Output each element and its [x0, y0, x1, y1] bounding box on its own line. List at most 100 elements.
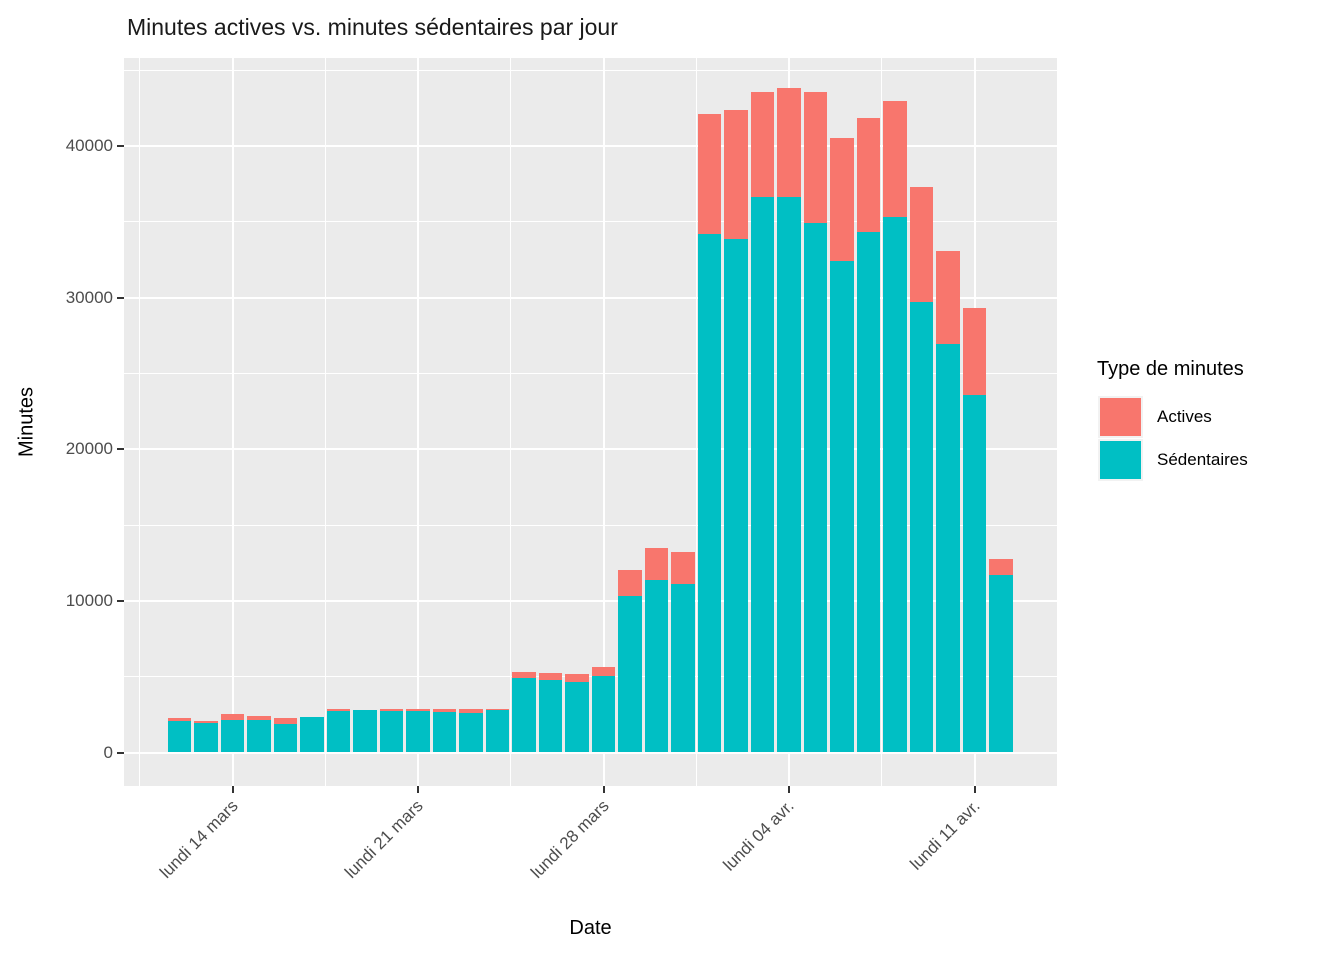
bar-actives-23-mars [459, 708, 483, 714]
bar-sedentaires-14-mars [220, 719, 245, 753]
bar-sedentaires-02-avr [724, 238, 748, 753]
x-major-gridline [602, 58, 605, 786]
bar-sedentaires-11-avr [962, 394, 987, 753]
bar-sedentaires-30-mars [644, 579, 669, 753]
bar-actives-20-mars [379, 709, 404, 711]
bar-sedentaires-27-mars [565, 682, 589, 753]
x-axis-title: Date [569, 917, 612, 939]
actives-color-swatch [1100, 398, 1141, 436]
y-major-gridline [124, 751, 1057, 754]
bar-sedentaires-03-avr [750, 196, 775, 753]
y-tick-label: 30000 [65, 287, 113, 307]
chart-title: Minutes actives vs. minutes sédentaires … [127, 14, 618, 40]
bar-sedentaires-24-mars [485, 710, 510, 753]
x-tick-label: lundi 28 mars [526, 796, 613, 882]
y-major-gridline [124, 145, 1057, 148]
bar-sedentaires-15-mars [247, 719, 271, 753]
bar-actives-11-avr [962, 307, 987, 395]
bar-actives-22-mars [432, 709, 457, 713]
y-axis-title: Minutes [15, 386, 38, 458]
bar-sedentaires-13-mars [194, 722, 218, 753]
x-tick-mark [788, 786, 790, 793]
bar-sedentaires-26-mars [538, 679, 563, 753]
x-tick-label: lundi 04 avr. [719, 796, 798, 875]
bar-actives-13-mars [194, 721, 218, 723]
bar-actives-12-avr [989, 559, 1013, 576]
bar-actives-16-mars [273, 718, 298, 725]
y-tick-mark [117, 448, 124, 451]
bar-actives-29-mars [618, 569, 642, 596]
bar-actives-12-mars [167, 717, 192, 722]
bar-actives-02-avr [724, 109, 748, 239]
x-tick-label: lundi 21 mars [341, 796, 427, 882]
bar-actives-10-avr [936, 251, 960, 344]
y-tick-mark [117, 145, 124, 148]
y-tick-mark [117, 296, 124, 299]
bar-actives-24-mars [485, 708, 510, 711]
bar-actives-26-mars [538, 672, 563, 680]
bar-actives-05-avr [803, 91, 828, 223]
bar-sedentaires-23-mars [459, 713, 483, 753]
bar-actives-21-mars [406, 709, 430, 711]
legend-item-sedentaires: Sédentaires [1097, 439, 1343, 481]
bar-actives-04-avr [777, 88, 801, 197]
y-tick-label: 20000 [65, 439, 113, 459]
bar-sedentaires-10-avr [936, 343, 960, 753]
bar-sedentaires-01-avr [697, 234, 722, 753]
x-minor-gridline [695, 58, 697, 786]
bar-sedentaires-25-mars [512, 678, 536, 753]
bar-sedentaires-21-mars [406, 710, 430, 753]
legend-label-sedentaires: Sédentaires [1157, 450, 1248, 469]
y-tick-mark [117, 599, 124, 602]
bar-sedentaires-09-avr [909, 302, 934, 753]
bar-actives-31-mars [671, 552, 695, 585]
y-major-gridline [124, 448, 1057, 451]
y-tick-mark [117, 751, 124, 754]
x-tick-mark [417, 786, 419, 793]
bar-actives-25-mars [512, 672, 536, 679]
legend-item-actives: Actives [1097, 396, 1343, 438]
y-minor-gridline [124, 221, 1057, 223]
y-minor-gridline [124, 524, 1057, 526]
x-minor-gridline [324, 58, 326, 786]
y-major-gridline [124, 296, 1057, 299]
x-tick-mark [973, 786, 976, 793]
bar-sedentaires-28-mars [591, 675, 616, 753]
bar-sedentaires-29-mars [618, 595, 642, 753]
bar-actives-27-mars [565, 673, 589, 682]
x-tick-mark [602, 786, 605, 793]
x-major-gridline [231, 58, 234, 786]
bar-actives-15-mars [247, 716, 271, 720]
bar-sedentaires-07-avr [856, 231, 881, 753]
bar-actives-06-avr [830, 137, 854, 261]
bar-sedentaires-31-mars [671, 584, 695, 753]
sedentaires-color-swatch [1100, 441, 1141, 479]
bar-actives-01-avr [697, 114, 722, 234]
bar-sedentaires-19-mars [353, 710, 377, 753]
bar-actives-30-mars [644, 547, 669, 580]
bar-sedentaires-12-mars [167, 721, 192, 753]
bar-sedentaires-08-avr [883, 217, 907, 753]
bar-sedentaires-12-avr [989, 575, 1013, 753]
legend-title: Type de minutes [1097, 358, 1244, 380]
y-minor-gridline [124, 676, 1057, 678]
bar-actives-14-mars [220, 713, 245, 720]
x-minor-gridline [139, 58, 141, 786]
legend: Type de minutes Actives Sédentaires [1097, 358, 1343, 482]
bar-sedentaires-18-mars [326, 710, 351, 753]
y-tick-label: 0 [103, 742, 113, 762]
bar-actives-09-avr [909, 187, 934, 303]
y-tick-label: 10000 [65, 590, 113, 610]
y-major-gridline [124, 599, 1057, 602]
x-tick-label: lundi 14 mars [155, 796, 242, 882]
bar-sedentaires-05-avr [803, 222, 828, 753]
bar-sedentaires-17-mars [300, 716, 324, 753]
bar-sedentaires-04-avr [777, 196, 801, 753]
y-tick-label: 40000 [65, 136, 113, 156]
bar-actives-28-mars [591, 666, 616, 676]
bar-sedentaires-06-avr [830, 260, 854, 753]
x-minor-gridline [881, 58, 883, 786]
plot-panel [124, 58, 1057, 786]
x-major-gridline [417, 58, 419, 786]
bar-sedentaires-20-mars [379, 710, 404, 753]
